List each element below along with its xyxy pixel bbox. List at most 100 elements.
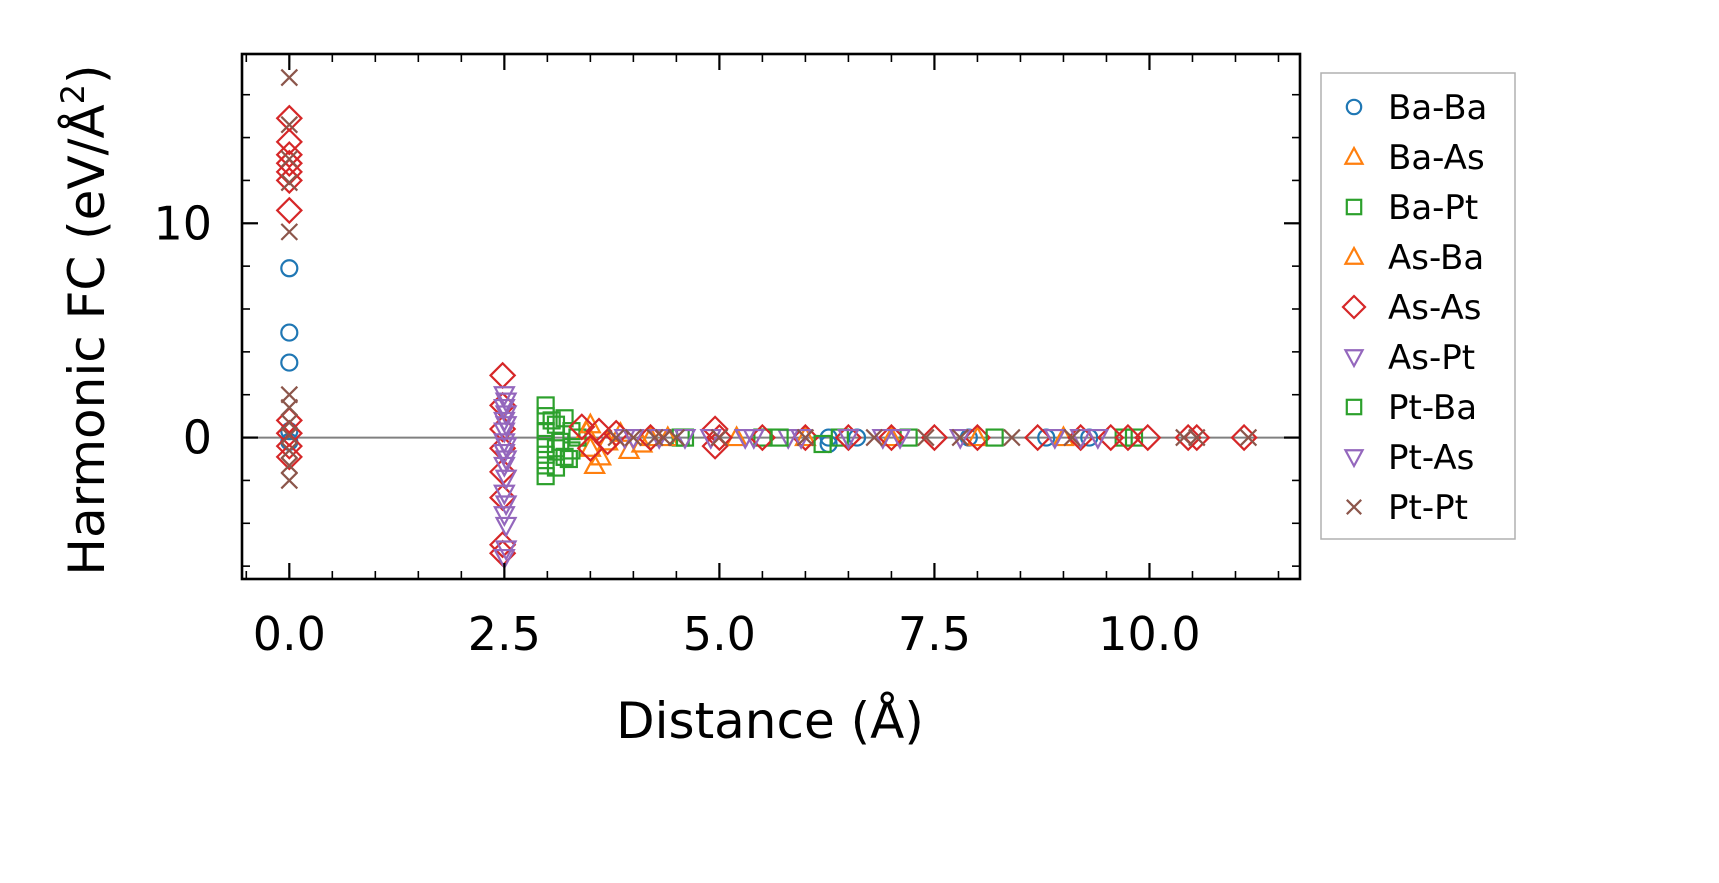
point-As-Pt (493, 456, 516, 478)
point-Pt-Pt (951, 428, 970, 447)
legend-marker (1345, 198, 1363, 216)
y-axis-label-close: ) (58, 64, 116, 84)
point-Pt-Ba (813, 434, 832, 454)
x-tick-label: 10.0 (1098, 607, 1200, 661)
point-Pt-Pt (280, 150, 299, 168)
legend-item-Ba-As: Ba-As (1343, 138, 1485, 178)
legend-marker (1343, 145, 1365, 165)
legend-marker (1346, 499, 1362, 515)
point-As-As (877, 423, 906, 452)
point-Pt-Pt (865, 428, 883, 447)
point-Ba-As (794, 425, 817, 447)
point-Pt-Pt (280, 426, 299, 445)
point-As-Pt (493, 398, 516, 420)
point-Pt-Pt (624, 428, 643, 447)
point-As-As (1134, 423, 1162, 452)
point-Pt-As (494, 450, 518, 472)
legend-marker (1345, 398, 1363, 416)
point-Pt-As (494, 405, 518, 427)
point-Ba-Pt (536, 445, 555, 464)
legend-marker (1343, 449, 1365, 469)
point-Pt-Pt (280, 398, 299, 417)
point-Pt-As (1069, 428, 1093, 450)
point-As-As (585, 417, 613, 445)
point-As-As (748, 423, 777, 452)
point-As-As (275, 128, 303, 156)
x-tick-label: 2.5 (468, 607, 541, 661)
point-Pt-Ba (770, 428, 789, 447)
legend-label: As-Pt (1388, 338, 1475, 378)
y-tick-label: 0 (183, 411, 212, 465)
point-Ba-As (725, 425, 748, 447)
legend-label: Pt-Pt (1388, 488, 1468, 528)
x-tick-label: 0.0 (253, 607, 326, 661)
point-Ba-As (966, 425, 989, 447)
point-Pt-Ba (985, 428, 1004, 447)
x-axis-label: Distance (Å) (616, 692, 924, 750)
x-tick-label: 5.0 (683, 607, 756, 661)
point-Pt-Pt (917, 428, 935, 447)
point-Pt-Pt (280, 385, 299, 404)
point-Pt-Pt (280, 223, 299, 241)
y-axis-label-main: Harmonic FC (eV/Å (58, 104, 116, 575)
point-As-As (963, 423, 992, 452)
point-As-As (275, 149, 303, 177)
series-Pt-As (494, 392, 1093, 562)
point-Ba-Ba (280, 323, 299, 342)
series-Pt-Ba (542, 411, 1004, 469)
point-As-As (1114, 423, 1142, 452)
point-Ba-Ba (280, 353, 299, 372)
legend-item-Ba-Ba: Ba-Ba (1345, 88, 1487, 128)
point-As-Pt (1086, 428, 1110, 450)
legend-label: Ba-As (1388, 138, 1485, 178)
point-Ba-Pt (1124, 428, 1144, 447)
point-Ba-Pt (536, 434, 555, 454)
point-Pt-As (494, 416, 518, 438)
legend-marker (1341, 294, 1367, 320)
y-tick-label: 10 (153, 196, 212, 250)
point-Pt-As (494, 469, 518, 491)
plot-frame (240, 52, 1302, 581)
point-As-Pt (1043, 428, 1067, 450)
point-Pt-Pt (646, 428, 664, 447)
point-Ba-Pt (568, 428, 587, 447)
legend-label: As-Ba (1388, 238, 1484, 278)
point-Pt-As (494, 540, 518, 562)
point-Pt-As (733, 428, 757, 450)
legend-item-As-Pt: As-Pt (1343, 338, 1475, 378)
point-Pt-As (494, 392, 518, 414)
point-Pt-Ba (551, 432, 570, 451)
point-As-Pt (493, 386, 516, 408)
point-Pt-As (622, 428, 645, 450)
point-Pt-Pt (1239, 428, 1258, 447)
legend-label: Pt-As (1388, 438, 1474, 478)
point-Pt-Pt (280, 456, 299, 475)
legend-item-Ba-Pt: Ba-Pt (1345, 188, 1478, 228)
legend-label: Ba-Ba (1388, 88, 1487, 128)
point-Pt-As (494, 495, 518, 517)
point-Pt-Pt (280, 173, 299, 192)
point-Pt-Pt (280, 471, 299, 490)
legend-marker (1343, 349, 1365, 369)
point-Pt-Pt (280, 68, 299, 87)
point-Pt-Pt (1063, 428, 1081, 447)
legend-item-As-Ba: As-Ba (1343, 238, 1484, 278)
legend-item-Pt-Ba: Pt-Ba (1345, 388, 1477, 428)
point-As-Pt (493, 548, 516, 570)
point-As-As (705, 423, 734, 452)
legend-marker (1345, 98, 1363, 116)
point-Pt-Ba (559, 449, 578, 469)
point-Pt-Pt (654, 428, 673, 447)
point-As-As (791, 423, 820, 452)
x-tick-label: 7.5 (898, 607, 971, 661)
point-Pt-Pt (1175, 428, 1193, 447)
y-axis-label: Harmonic FC (eV/Å2) (54, 64, 116, 575)
legend-label: As-As (1388, 288, 1481, 328)
point-Pt-Pt (667, 428, 686, 447)
legend-item-As-As: As-As (1341, 288, 1481, 328)
point-Pt-As (494, 437, 518, 459)
point-Pt-As (871, 428, 895, 450)
point-Ba-Pt (562, 422, 581, 441)
point-As-Pt (493, 443, 516, 465)
axis-ticks: 0.0 2.5 5.0 7.5 10.0 0 10 (153, 54, 1300, 661)
